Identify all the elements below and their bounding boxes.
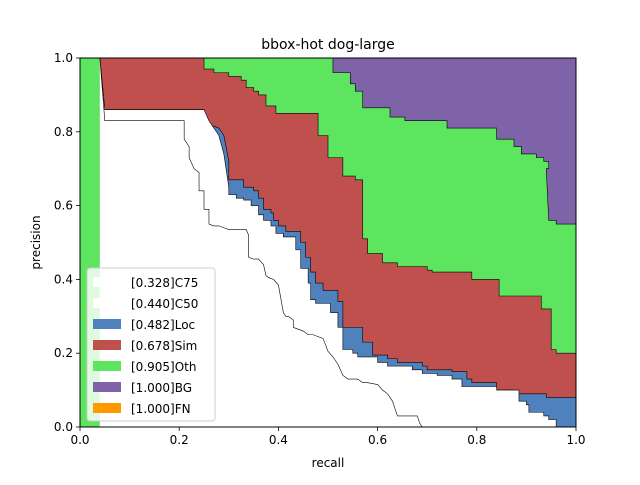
plot-frame	[79, 57, 577, 428]
area-edge-0-905-oth	[80, 57, 576, 225]
legend-label: [0.440]C50	[131, 297, 198, 311]
x-axis-ticks: 0.0 0.2 0.4 0.6 0.8 1.0	[70, 427, 586, 447]
x-tick-label: 0.4	[269, 433, 288, 447]
legend-swatch-1-000-bg	[93, 382, 121, 392]
legend: [0.328]C75 [0.440]C50 [0.482]Loc [0.678]Sim…	[86, 267, 216, 422]
legend-label: [0.328]C75	[131, 276, 198, 290]
legend-swatch-0-678-sim	[93, 340, 121, 350]
area-edge-0-440-c50	[99, 57, 576, 428]
legend-label: [1.000]FN	[131, 402, 191, 416]
area-0-328-c75	[99, 58, 576, 427]
legend-swatch-0-440-c50	[93, 298, 121, 308]
legend-label: [0.482]Loc	[131, 318, 195, 332]
y-tick-label: 0.0	[54, 420, 73, 434]
legend-label: [0.905]Oth	[131, 360, 196, 374]
legend-swatch-0-482-loc	[93, 319, 121, 329]
legend-label: [0.678]Sim	[131, 339, 197, 353]
y-tick-label: 0.2	[54, 346, 73, 360]
y-tick-label: 1.0	[54, 51, 73, 65]
x-tick-label: 1.0	[566, 433, 585, 447]
legend-swatch-0-905-oth	[93, 361, 121, 371]
x-tick-label: 0.0	[70, 433, 89, 447]
y-axis-ticks: 0.0 0.2 0.4 0.6 0.8 1.0	[54, 51, 80, 434]
legend-swatch-1-000-fn	[93, 403, 121, 413]
x-tick-label: 0.2	[170, 433, 189, 447]
x-axis-label: recall	[312, 456, 345, 470]
area-edge-0-678-sim	[99, 57, 576, 354]
chart-title: bbox-hot dog-large	[261, 37, 395, 53]
legend-label: [1.000]BG	[131, 381, 192, 395]
y-axis-label: precision	[29, 215, 43, 269]
y-tick-label: 0.8	[54, 125, 73, 139]
area-edge-0-328-c75	[99, 57, 576, 428]
x-tick-label: 0.6	[368, 433, 387, 447]
x-tick-label: 0.8	[467, 433, 486, 447]
area-edge-0-482-loc	[99, 57, 576, 398]
legend-swatch-0-328-c75	[93, 277, 121, 287]
y-tick-label: 0.4	[54, 272, 73, 286]
y-tick-label: 0.6	[54, 199, 73, 213]
